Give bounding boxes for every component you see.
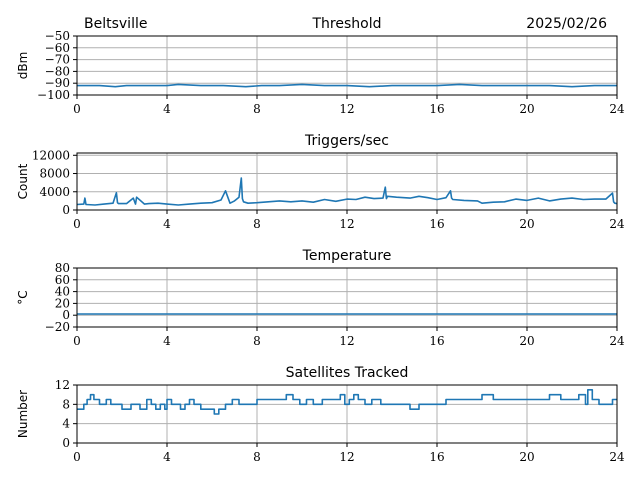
triggers-xtick-label: 20 bbox=[519, 217, 534, 231]
temperature-xtick-label: 24 bbox=[609, 334, 625, 348]
triggers-ytick-label: 12000 bbox=[32, 148, 70, 162]
panels-container: 0 4 8 12 16 20 24 −100−90−80−70−60−50 Threshold d… bbox=[16, 16, 625, 464]
threshold-panel: 0 4 8 12 16 20 24 −100−90−80−70−60−50 Threshold d… bbox=[16, 16, 625, 116]
threshold-xtick-label: 4 bbox=[163, 102, 171, 116]
triggers-xtick-label: 12 bbox=[339, 217, 354, 231]
satellites-ytick-label: 12 bbox=[55, 378, 70, 392]
triggers-xtick-label: 16 bbox=[429, 217, 444, 231]
temperature-ytick-label: 60 bbox=[55, 273, 70, 287]
temperature-xtick-label: 20 bbox=[519, 334, 534, 348]
temperature-ytick-label: −20 bbox=[45, 320, 70, 334]
temperature-xtick-label: 4 bbox=[163, 334, 171, 348]
threshold-xtick-label: 20 bbox=[519, 102, 534, 116]
satellites-xtick-label: 16 bbox=[429, 450, 444, 464]
triggers-xtick-label: 8 bbox=[253, 217, 261, 231]
temperature-xtick-label: 8 bbox=[253, 334, 261, 348]
satellites-xtick-label: 20 bbox=[519, 450, 534, 464]
temperature-xtick-label: 16 bbox=[429, 334, 444, 348]
threshold-xtick-label: 0 bbox=[73, 102, 81, 116]
threshold-ytick-label: −70 bbox=[45, 53, 70, 67]
threshold-ytick-label: −100 bbox=[37, 88, 70, 102]
threshold-xtick-label: 12 bbox=[339, 102, 354, 116]
threshold-xtick-label: 24 bbox=[609, 102, 625, 116]
temperature-xtick-label: 12 bbox=[339, 334, 354, 348]
triggers-xtick-label: 4 bbox=[163, 217, 171, 231]
triggers-ytick-label: 8000 bbox=[39, 167, 70, 181]
temperature-xtick-label: 0 bbox=[73, 334, 81, 348]
triggers-ytick-label: 0 bbox=[62, 203, 70, 217]
triggers-xtick-label: 0 bbox=[73, 217, 81, 231]
satellites-ytick-label: 4 bbox=[62, 417, 70, 431]
satellites-xtick-label: 24 bbox=[609, 450, 625, 464]
satellites-panel: 0 4 8 12 16 20 24 0 4 8 12 Satellites Tracked Number bbox=[16, 365, 625, 464]
report-date: 2025/02/26 bbox=[526, 16, 607, 32]
satellites-ytick-label: 8 bbox=[62, 397, 70, 411]
temperature-title: Temperature bbox=[302, 248, 392, 264]
threshold-ytick-label: −90 bbox=[45, 76, 70, 90]
threshold-title: Threshold bbox=[312, 16, 382, 32]
station-name: Beltsville bbox=[84, 16, 147, 32]
threshold-ylabel: dBm bbox=[16, 52, 30, 80]
triggers-series-line bbox=[76, 177, 618, 206]
threshold-ytick-label: −80 bbox=[45, 64, 70, 78]
triggers-title: Triggers/sec bbox=[304, 133, 389, 149]
threshold-xtick-label: 8 bbox=[253, 102, 261, 116]
satellites-xtick-label: 8 bbox=[253, 450, 261, 464]
threshold-ytick-label: −50 bbox=[45, 29, 70, 43]
satellites-title: Satellites Tracked bbox=[286, 365, 409, 381]
satellites-ylabel: Number bbox=[16, 390, 30, 438]
satellites-xtick-label: 0 bbox=[73, 450, 81, 464]
triggers-ytick-label: 4000 bbox=[39, 185, 70, 199]
threshold-xtick-label: 16 bbox=[429, 102, 444, 116]
satellites-ytick-label: 0 bbox=[62, 436, 70, 450]
triggers-ylabel: Count bbox=[16, 163, 30, 199]
temperature-ytick-label: 80 bbox=[55, 261, 70, 275]
threshold-series-line bbox=[77, 83, 617, 88]
temperature-ytick-label: 20 bbox=[55, 296, 70, 310]
threshold-ytick-label: −60 bbox=[45, 41, 70, 55]
temperature-ylabel: °C bbox=[16, 290, 30, 304]
satellites-xtick-label: 12 bbox=[339, 450, 354, 464]
triggers-xtick-label: 24 bbox=[609, 217, 625, 231]
temperature-ytick-label: 0 bbox=[62, 308, 70, 322]
satellites-series-line bbox=[77, 389, 617, 415]
satellites-xtick-label: 4 bbox=[163, 450, 171, 464]
triggers-panel: 0 4 8 12 16 20 24 0 4000 8000 12000 Triggers/sec Cou… bbox=[16, 133, 625, 231]
temperature-ytick-label: 40 bbox=[55, 285, 70, 299]
